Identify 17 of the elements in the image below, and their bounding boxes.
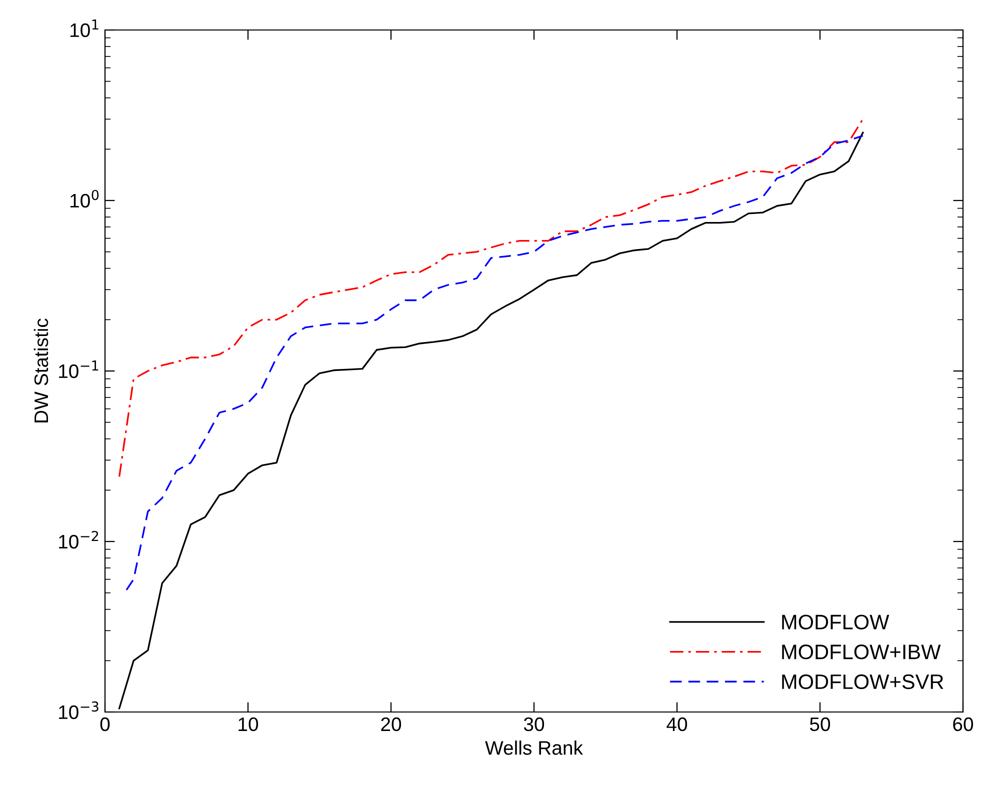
x-tick-label: 50 xyxy=(810,717,830,732)
y-tick-label: 10$^{−2}$ xyxy=(59,530,98,549)
x-tick-label: 10 xyxy=(238,717,258,732)
x-tick-label: 30 xyxy=(524,717,544,732)
x-tick-label: 40 xyxy=(666,717,688,732)
x-tick-label: 60 xyxy=(953,717,974,732)
x-tick-label: 20 xyxy=(381,717,402,732)
y-axis-title: DW Statistic xyxy=(34,318,48,422)
y-tick-label: 10$^{0}$ xyxy=(70,190,99,208)
legend-label: MODFLOW+SVR xyxy=(782,674,944,690)
y-tick-label: 10$^{1}$ xyxy=(70,20,98,38)
y-tick-label: 10$^{−3}$ xyxy=(59,701,98,720)
x-tick-label: 0 xyxy=(100,717,110,732)
x-axis-title: Wells Rank xyxy=(485,740,584,755)
legend-label: MODFLOW+IBW xyxy=(782,644,941,660)
legend-label: MODFLOW xyxy=(782,614,890,630)
y-tick-label: 10$^{−1}$ xyxy=(59,360,98,378)
